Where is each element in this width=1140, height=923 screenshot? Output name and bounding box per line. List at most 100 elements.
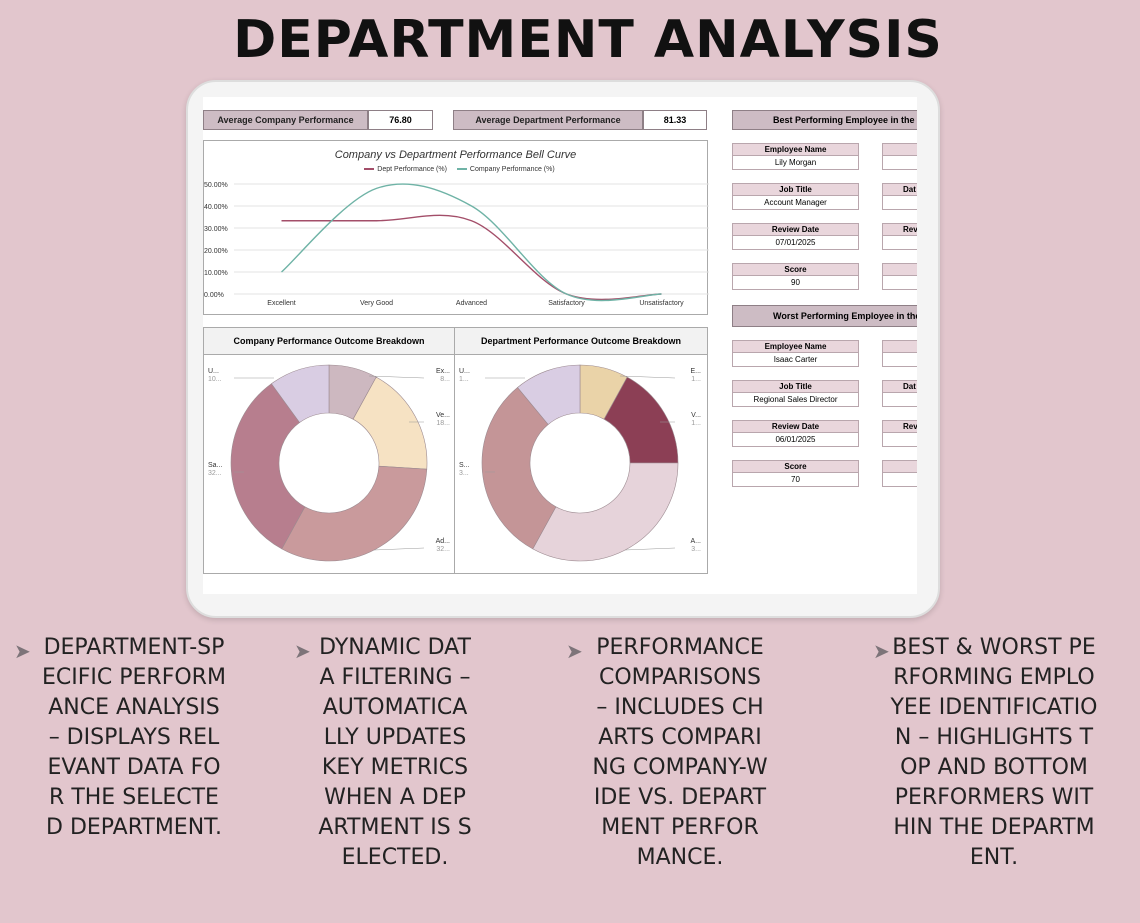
worst-ghost-label-2: Dat (882, 380, 917, 393)
donut-label-value: 3... (459, 470, 469, 477)
dept-legend-swatch (364, 168, 375, 171)
company-donut-panel: Company Performance Outcome Breakdown U.… (203, 327, 455, 574)
best-ghost-label-4 (882, 263, 917, 276)
company-donut-title: Company Performance Outcome Breakdown (204, 328, 454, 355)
donut-label-name: Sa... (208, 462, 222, 469)
worst-name-value: Isaac Carter (732, 353, 859, 367)
dashboard-screen: Average Company Performance 76.80 Averag… (203, 97, 917, 594)
dept-donut-panel: Department Performance Outcome Breakdown… (454, 327, 708, 574)
worst-ghost-value-3 (882, 433, 917, 447)
x-tick-label: Excellent (267, 300, 295, 307)
bell-curve-title: Company vs Department Performance Bell C… (334, 149, 577, 161)
x-tick-label: Satisfactory (548, 300, 585, 307)
feature-4-text: BEST & WORST PERFORMING EMPLOYEE IDENTIF… (890, 635, 1098, 870)
leader-line (619, 375, 676, 379)
worst-ghost-label-1 (882, 340, 917, 353)
company-kpi-value: 76.80 (368, 110, 433, 130)
y-tick-label: 50.00% (204, 182, 228, 189)
dept-donut-chart: U...1...E...1...V...1...S...3...A...3... (459, 364, 701, 562)
company-legend-label: Company Performance (%) (469, 166, 555, 173)
x-tick-label: Unsatisfactory (639, 300, 684, 307)
donut-label-value: 1... (691, 420, 701, 427)
dept-legend-label: Dept Performance (%) (377, 166, 447, 173)
donut-label-name: S... (459, 462, 470, 469)
donut-slice-unsatisfactory (270, 364, 330, 423)
worst-job-value: Regional Sales Director (732, 393, 859, 407)
donut-label-name: U... (459, 368, 470, 375)
donut-label-value: 1... (459, 376, 469, 383)
chevron-right-icon: ➤ (873, 639, 890, 663)
worst-employee-heading: Worst Performing Employee in the (732, 305, 917, 327)
donut-label-value: 10... (208, 376, 222, 383)
bell-curve-chart: 50.00% 40.00% 30.00% 20.00% 10.00% 0.00% Excel… (204, 182, 709, 307)
y-tick-label: 20.00% (204, 248, 228, 255)
donut-slice-satisfactory (481, 387, 557, 550)
leader-line (624, 547, 676, 551)
best-score-label: Score (732, 263, 859, 276)
worst-date-label: Review Date (732, 420, 859, 433)
worst-score-value: 70 (732, 473, 859, 487)
best-date-label: Review Date (732, 223, 859, 236)
worst-score-label: Score (732, 460, 859, 473)
y-tick-label: 30.00% (204, 226, 228, 233)
feature-1-text: DEPARTMENT-SPECIFIC PERFORMANCE ANALYSIS… (42, 635, 226, 840)
x-tick-label: Advanced (456, 300, 487, 307)
company-donut-chart: U...10...Ex...8...Ve...18...Sa...32...Ad… (208, 364, 450, 562)
worst-ghost-label-3: Rev (882, 420, 917, 433)
y-tick-label: 0.00% (204, 292, 224, 299)
dept-kpi-value: 81.33 (643, 110, 707, 130)
dept-series-line (281, 214, 662, 301)
company-series-line (281, 183, 662, 302)
best-ghost-value-3 (882, 236, 917, 250)
donut-label-value: 1... (691, 376, 701, 383)
dept-kpi-label: Average Department Performance (453, 110, 643, 130)
best-ghost-label-2: Dat (882, 183, 917, 196)
bell-curve-panel: Company vs Department Performance Bell C… (203, 140, 709, 315)
donut-label-name: V... (691, 412, 701, 419)
page-title: DEPARTMENT ANALYSIS (233, 10, 943, 70)
worst-ghost-value-1 (882, 353, 917, 367)
donut-label-name: E... (690, 368, 701, 375)
best-ghost-value-2 (882, 196, 917, 210)
best-ghost-label-3: Rev (882, 223, 917, 236)
best-ghost-value-4 (882, 276, 917, 290)
donut-label-name: Ex... (436, 368, 450, 375)
dept-donut-title: Department Performance Outcome Breakdown (455, 328, 707, 355)
feature-2-text: DYNAMIC DATA FILTERING – AUTOMATICALLY U… (318, 635, 472, 870)
donut-slice-advanced (532, 462, 679, 562)
chevron-right-icon: ➤ (294, 639, 311, 663)
donut-label-value: 32... (436, 546, 450, 553)
best-employee-heading: Best Performing Employee in the (732, 110, 917, 130)
donut-label-name: A... (690, 538, 701, 545)
donut-label-name: U... (208, 368, 219, 375)
best-date-value: 07/01/2025 (732, 236, 859, 250)
best-ghost-label-1 (882, 143, 917, 156)
worst-ghost-label-4 (882, 460, 917, 473)
donut-label-value: 3... (691, 546, 701, 553)
feature-3-text: PERFORMANCE COMPARISONS – INCLUDES CHART… (592, 635, 768, 870)
leader-line (368, 375, 425, 379)
best-name-label: Employee Name (732, 143, 859, 156)
donut-slice-advanced (281, 465, 428, 562)
donut-label-name: Ad... (436, 538, 450, 545)
chevron-right-icon: ➤ (14, 639, 31, 663)
donut-label-value: 32... (208, 470, 222, 477)
best-job-label: Job Title (732, 183, 859, 196)
company-kpi-label: Average Company Performance (203, 110, 368, 130)
donut-label-name: Ve... (436, 412, 450, 419)
best-job-value: Account Manager (732, 196, 859, 210)
best-name-value: Lily Morgan (732, 156, 859, 170)
best-score-value: 90 (732, 276, 859, 290)
worst-ghost-value-4 (882, 473, 917, 487)
donut-label-value: 18... (436, 420, 450, 427)
x-tick-label: Very Good (360, 300, 393, 307)
leader-line (373, 547, 425, 551)
worst-ghost-value-2 (882, 393, 917, 407)
y-tick-label: 10.00% (204, 270, 228, 277)
worst-job-label: Job Title (732, 380, 859, 393)
company-legend-swatch (456, 168, 467, 171)
best-ghost-value-1 (882, 156, 917, 170)
worst-name-label: Employee Name (732, 340, 859, 353)
chevron-right-icon: ➤ (566, 639, 583, 663)
donut-slice-unsatisfactory (517, 364, 581, 425)
